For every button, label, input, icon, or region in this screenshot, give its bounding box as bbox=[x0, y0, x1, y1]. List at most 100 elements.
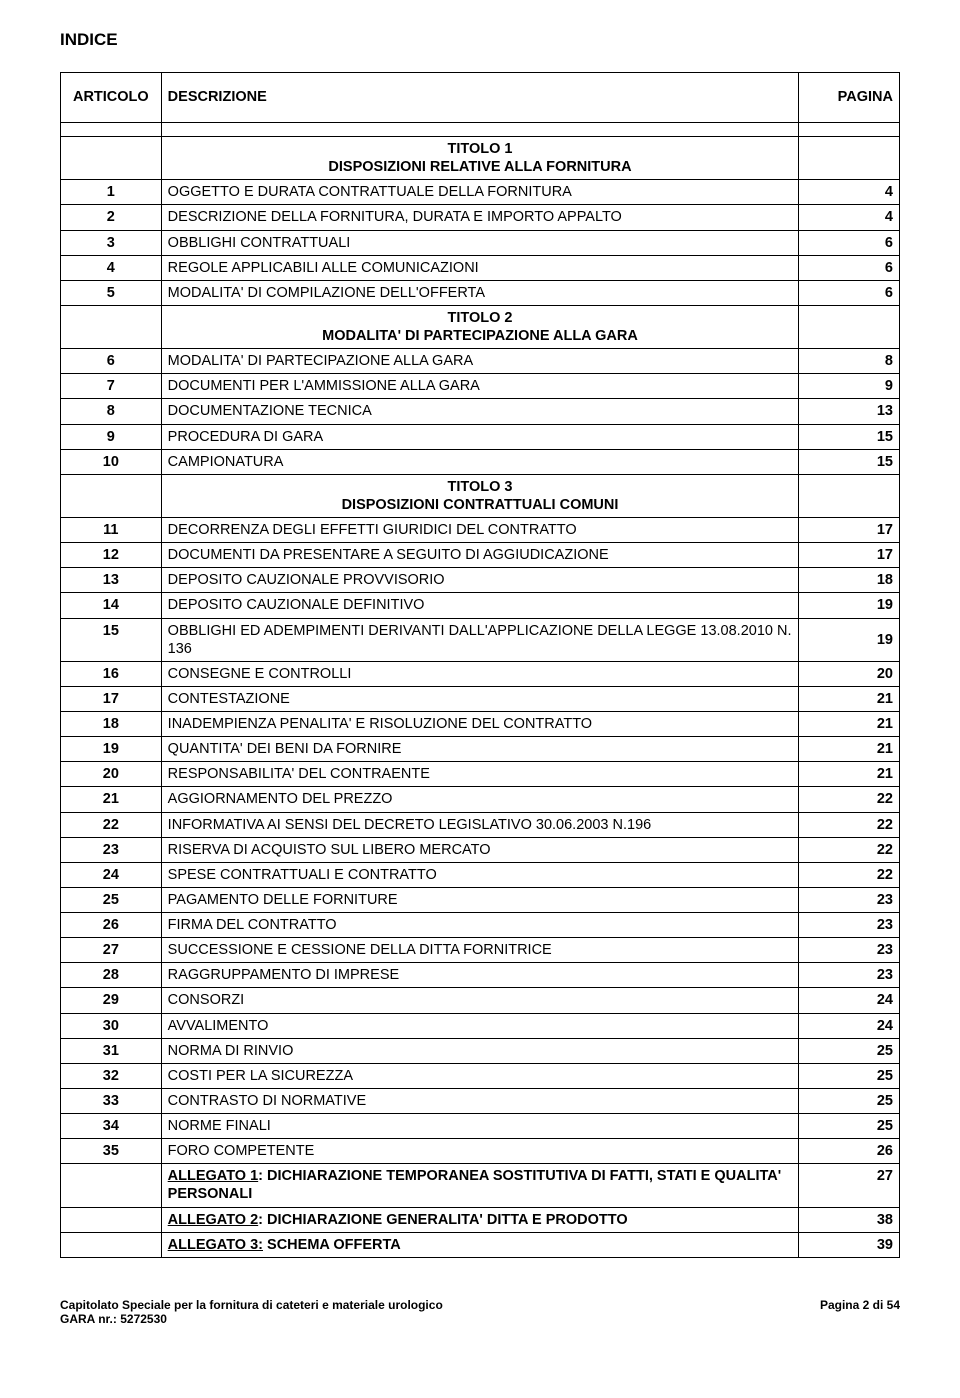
cell-art: 13 bbox=[61, 568, 162, 593]
cell-pag: 23 bbox=[799, 938, 900, 963]
cell-art: 26 bbox=[61, 913, 162, 938]
page-footer: Capitolato Speciale per la fornitura di … bbox=[60, 1298, 900, 1326]
cell-pag: 19 bbox=[799, 593, 900, 618]
cell-art: 35 bbox=[61, 1139, 162, 1164]
table-row: 27SUCCESSIONE E CESSIONE DELLA DITTA FOR… bbox=[61, 938, 900, 963]
table-row: 18INADEMPIENZA PENALITA' E RISOLUZIONE D… bbox=[61, 712, 900, 737]
table-row: 2DESCRIZIONE DELLA FORNITURA, DURATA E I… bbox=[61, 205, 900, 230]
table-row-allegato-3: ALLEGATO 3: SCHEMA OFFERTA 39 bbox=[61, 1232, 900, 1257]
allegato-text: SCHEMA OFFERTA bbox=[263, 1237, 401, 1253]
table-row: 32COSTI PER LA SICUREZZA25 bbox=[61, 1063, 900, 1088]
table-header-row: ARTICOLO DESCRIZIONE PAGINA bbox=[61, 73, 900, 123]
cell-art: 32 bbox=[61, 1063, 162, 1088]
cell-pag: 6 bbox=[799, 280, 900, 305]
table-row: 6MODALITA' DI PARTECIPAZIONE ALLA GARA8 bbox=[61, 349, 900, 374]
cell-desc: DECORRENZA DEGLI EFFETTI GIURIDICI DEL C… bbox=[161, 518, 799, 543]
cell-desc: QUANTITA' DEI BENI DA FORNIRE bbox=[161, 737, 799, 762]
footer-line-2: GARA nr.: 5272530 bbox=[60, 1312, 443, 1326]
cell-pag: 22 bbox=[799, 812, 900, 837]
cell-desc: AVVALIMENTO bbox=[161, 1013, 799, 1038]
cell-art: 24 bbox=[61, 862, 162, 887]
table-row: 19QUANTITA' DEI BENI DA FORNIRE21 bbox=[61, 737, 900, 762]
table-row: 7DOCUMENTI PER L'AMMISSIONE ALLA GARA9 bbox=[61, 374, 900, 399]
cell-pag: 13 bbox=[799, 399, 900, 424]
cell-art: 21 bbox=[61, 787, 162, 812]
table-row: 12DOCUMENTI DA PRESENTARE A SEGUITO DI A… bbox=[61, 543, 900, 568]
cell-art: 22 bbox=[61, 812, 162, 837]
cell-pag: 39 bbox=[799, 1232, 900, 1257]
cell-art: 7 bbox=[61, 374, 162, 399]
table-row: 23RISERVA DI ACQUISTO SUL LIBERO MERCATO… bbox=[61, 837, 900, 862]
cell-desc: OGGETTO E DURATA CONTRATTUALE DELLA FORN… bbox=[161, 180, 799, 205]
cell-art: 15 bbox=[61, 618, 162, 661]
cell-desc: NORME FINALI bbox=[161, 1114, 799, 1139]
cell-pag: 19 bbox=[799, 618, 900, 661]
cell-desc: RAGGRUPPAMENTO DI IMPRESE bbox=[161, 963, 799, 988]
cell-desc: DOCUMENTI DA PRESENTARE A SEGUITO DI AGG… bbox=[161, 543, 799, 568]
cell-desc: DOCUMENTI PER L'AMMISSIONE ALLA GARA bbox=[161, 374, 799, 399]
cell-desc: MODALITA' DI PARTECIPAZIONE ALLA GARA bbox=[161, 349, 799, 374]
cell-pag: 27 bbox=[799, 1164, 900, 1207]
table-row: 17CONTESTAZIONE21 bbox=[61, 686, 900, 711]
table-row: 4REGOLE APPLICABILI ALLE COMUNICAZIONI6 bbox=[61, 255, 900, 280]
cell-pag: 23 bbox=[799, 913, 900, 938]
cell-pag: 4 bbox=[799, 205, 900, 230]
table-row: 14DEPOSITO CAUZIONALE DEFINITIVO19 bbox=[61, 593, 900, 618]
cell-pag: 8 bbox=[799, 349, 900, 374]
cell-pag: 17 bbox=[799, 543, 900, 568]
section-label: TITOLO 1 bbox=[447, 141, 512, 157]
section-label: DISPOSIZIONI RELATIVE ALLA FORNITURA bbox=[328, 159, 631, 175]
cell-art: 12 bbox=[61, 543, 162, 568]
cell-desc: CONSEGNE E CONTROLLI bbox=[161, 661, 799, 686]
cell-desc: DESCRIZIONE DELLA FORNITURA, DURATA E IM… bbox=[161, 205, 799, 230]
cell-art: 14 bbox=[61, 593, 162, 618]
section-label: MODALITA' DI PARTECIPAZIONE ALLA GARA bbox=[322, 328, 638, 344]
cell-desc: CAMPIONATURA bbox=[161, 449, 799, 474]
table-row: 34NORME FINALI25 bbox=[61, 1114, 900, 1139]
cell-art: 18 bbox=[61, 712, 162, 737]
cell-art: 5 bbox=[61, 280, 162, 305]
cell-pag: 21 bbox=[799, 686, 900, 711]
cell-art: 19 bbox=[61, 737, 162, 762]
section-label: TITOLO 3 bbox=[447, 479, 512, 495]
index-table: ARTICOLO DESCRIZIONE PAGINA TITOLO 1 DISP… bbox=[60, 72, 900, 1258]
cell-pag: 21 bbox=[799, 712, 900, 737]
cell-pag: 25 bbox=[799, 1038, 900, 1063]
table-row: 33CONTRASTO DI NORMATIVE25 bbox=[61, 1088, 900, 1113]
allegato-label: ALLEGATO 1 bbox=[168, 1168, 259, 1184]
cell-pag: 15 bbox=[799, 449, 900, 474]
cell-desc: REGOLE APPLICABILI ALLE COMUNICAZIONI bbox=[161, 255, 799, 280]
section-titolo-1: TITOLO 1 DISPOSIZIONI RELATIVE ALLA FORNI… bbox=[61, 137, 900, 180]
section-label: DISPOSIZIONI CONTRATTUALI COMUNI bbox=[342, 497, 619, 513]
cell-desc: FIRMA DEL CONTRATTO bbox=[161, 913, 799, 938]
cell-desc: SUCCESSIONE E CESSIONE DELLA DITTA FORNI… bbox=[161, 938, 799, 963]
cell-desc: RESPONSABILITA' DEL CONTRAENTE bbox=[161, 762, 799, 787]
section-label: TITOLO 2 bbox=[447, 310, 512, 326]
cell-pag: 20 bbox=[799, 661, 900, 686]
cell-pag: 17 bbox=[799, 518, 900, 543]
section-titolo-2: TITOLO 2 MODALITA' DI PARTECIPAZIONE ALLA… bbox=[61, 305, 900, 348]
cell-art: 27 bbox=[61, 938, 162, 963]
cell-desc: INADEMPIENZA PENALITA' E RISOLUZIONE DEL… bbox=[161, 712, 799, 737]
cell-pag: 25 bbox=[799, 1063, 900, 1088]
table-row: 28RAGGRUPPAMENTO DI IMPRESE23 bbox=[61, 963, 900, 988]
table-row: 26FIRMA DEL CONTRATTO23 bbox=[61, 913, 900, 938]
table-row: 16CONSEGNE E CONTROLLI20 bbox=[61, 661, 900, 686]
cell-art: 33 bbox=[61, 1088, 162, 1113]
cell-desc: RISERVA DI ACQUISTO SUL LIBERO MERCATO bbox=[161, 837, 799, 862]
footer-line-1: Capitolato Speciale per la fornitura di … bbox=[60, 1298, 443, 1312]
allegato-label: ALLEGATO 2 bbox=[168, 1212, 259, 1228]
table-row: 21AGGIORNAMENTO DEL PREZZO22 bbox=[61, 787, 900, 812]
cell-art: 28 bbox=[61, 963, 162, 988]
allegato-text: : DICHIARAZIONE GENERALITA' DITTA E PROD… bbox=[258, 1212, 627, 1228]
cell-art: 11 bbox=[61, 518, 162, 543]
cell-pag: 6 bbox=[799, 230, 900, 255]
cell-art: 20 bbox=[61, 762, 162, 787]
cell-pag: 25 bbox=[799, 1114, 900, 1139]
allegato-label: ALLEGATO 3: bbox=[168, 1237, 263, 1253]
cell-pag: 22 bbox=[799, 787, 900, 812]
table-row: 1OGGETTO E DURATA CONTRATTUALE DELLA FOR… bbox=[61, 180, 900, 205]
table-row: 22INFORMATIVA AI SENSI DEL DECRETO LEGIS… bbox=[61, 812, 900, 837]
cell-art: 34 bbox=[61, 1114, 162, 1139]
cell-art: 29 bbox=[61, 988, 162, 1013]
